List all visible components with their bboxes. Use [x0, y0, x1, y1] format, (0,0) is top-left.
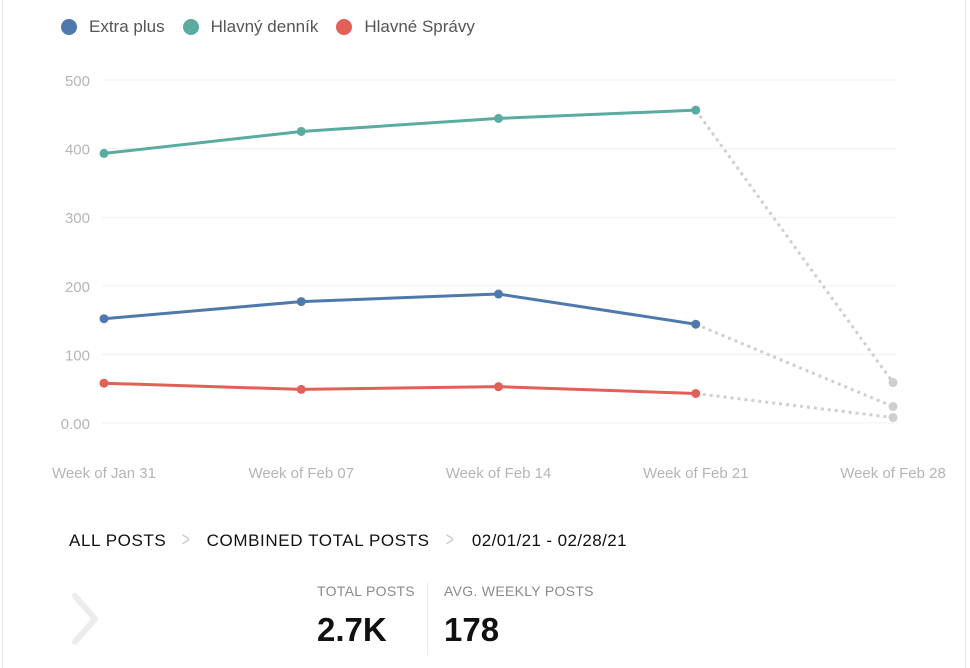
data-point [494, 113, 503, 123]
avg-weekly-posts-value: 178 [444, 611, 500, 648]
x-tick-label: Week of Feb 07 [248, 465, 354, 482]
data-point [296, 384, 306, 394]
y-tick-label: 400 [65, 142, 90, 159]
data-point [888, 402, 898, 412]
series-line [103, 108, 696, 155]
legend-label: Hlavný denník [210, 17, 319, 36]
data-point [99, 314, 109, 324]
chevron-right-icon: > [445, 529, 455, 551]
breadcrumb-combined-total-posts[interactable]: COMBINED TOTAL POSTS [206, 530, 430, 550]
breadcrumb: ALL POSTS > COMBINED TOTAL POSTS > 02/01… [69, 529, 627, 552]
data-point [494, 382, 503, 392]
data-point [296, 126, 306, 136]
line-chart: 0.00 100 200 300 400 500 Week of Jan 31 Week of… [52, 73, 946, 482]
stat-total-posts: TOTAL POSTS 2.7K [317, 583, 415, 649]
data-point [888, 413, 898, 423]
series-line-partial [695, 392, 894, 420]
total-posts-label: TOTAL POSTS [317, 583, 415, 599]
series-line-partial [695, 322, 894, 408]
series-line-partial [694, 109, 895, 384]
legend-item[interactable]: Hlavné Správy [336, 17, 475, 37]
legend-item[interactable]: Extra plus [61, 17, 165, 37]
data-point [691, 319, 701, 329]
data-point [691, 105, 701, 115]
data-point [296, 297, 306, 307]
legend-swatch [336, 19, 353, 35]
legend-swatch [61, 19, 77, 35]
y-tick-label: 300 [65, 210, 90, 227]
x-tick-label: Week of Feb 21 [643, 465, 749, 482]
legend-label: Extra plus [89, 17, 165, 36]
x-tick-label: Week of Feb 14 [446, 465, 552, 482]
data-point [691, 389, 701, 399]
date-range: 02/01/21 - 02/28/21 [471, 530, 627, 550]
stat-divider [427, 582, 428, 654]
data-point [888, 378, 898, 388]
series-line [103, 381, 696, 396]
legend-item[interactable]: Hlavný denník [182, 17, 319, 37]
y-tick-label: 100 [65, 347, 90, 364]
legend-label: Hlavné Správy [364, 17, 475, 36]
chevron-right-icon: > [182, 529, 191, 551]
total-posts-value: 2.7K [317, 611, 387, 648]
x-tick-label: Week of Jan 31 [52, 465, 156, 482]
chevron-right-icon[interactable] [69, 590, 101, 648]
y-tick-label: 200 [65, 279, 90, 296]
data-point [494, 289, 503, 299]
x-tick-label: Week of Feb 28 [840, 465, 946, 482]
series-line [103, 292, 696, 326]
data-point [99, 378, 109, 388]
avg-weekly-posts-label: AVG. WEEKLY POSTS [444, 583, 594, 599]
legend-swatch [182, 19, 199, 35]
data-point [99, 148, 109, 158]
y-tick-label: 500 [65, 73, 90, 90]
breadcrumb-all-posts[interactable]: ALL POSTS [69, 530, 167, 550]
y-tick-label: 0.00 [61, 416, 90, 433]
stat-avg-weekly-posts: AVG. WEEKLY POSTS 178 [444, 583, 594, 649]
legend: Extra plus Hlavný denník Hlavné Správy [61, 17, 475, 37]
